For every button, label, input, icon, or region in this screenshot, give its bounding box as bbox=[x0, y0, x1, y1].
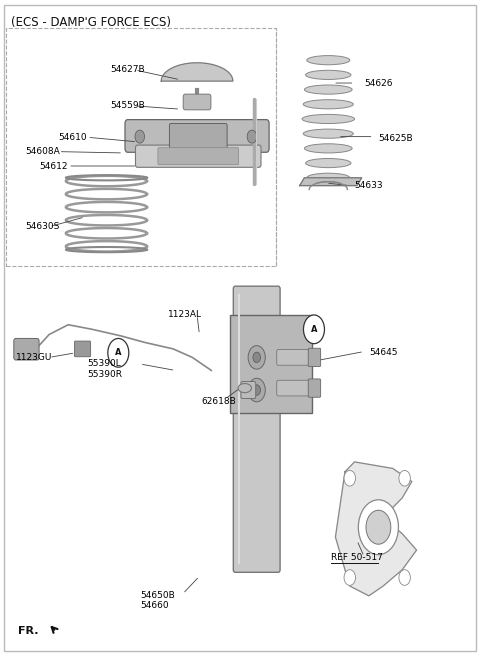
FancyBboxPatch shape bbox=[169, 123, 227, 148]
Ellipse shape bbox=[303, 100, 353, 109]
Text: 54630S: 54630S bbox=[25, 222, 60, 232]
Text: FR.: FR. bbox=[18, 626, 38, 636]
Ellipse shape bbox=[303, 129, 353, 138]
FancyBboxPatch shape bbox=[183, 94, 211, 110]
Text: 54610: 54610 bbox=[59, 133, 87, 142]
Ellipse shape bbox=[304, 144, 352, 153]
Text: (ECS - DAMP'G FORCE ECS): (ECS - DAMP'G FORCE ECS) bbox=[11, 16, 171, 29]
Text: 55390L
55390R: 55390L 55390R bbox=[87, 359, 122, 379]
Text: A: A bbox=[311, 325, 317, 334]
Text: 62618B: 62618B bbox=[202, 397, 237, 405]
FancyBboxPatch shape bbox=[277, 350, 315, 365]
Circle shape bbox=[253, 352, 261, 363]
Text: 54650B
54660: 54650B 54660 bbox=[140, 590, 175, 610]
Circle shape bbox=[108, 338, 129, 367]
Circle shape bbox=[247, 130, 257, 143]
Text: 54625B: 54625B bbox=[378, 134, 413, 143]
FancyBboxPatch shape bbox=[233, 286, 280, 572]
FancyBboxPatch shape bbox=[308, 379, 321, 398]
FancyBboxPatch shape bbox=[74, 341, 91, 357]
Text: 54559B: 54559B bbox=[110, 102, 144, 110]
Polygon shape bbox=[161, 63, 233, 81]
Circle shape bbox=[344, 470, 356, 486]
Text: 54612: 54612 bbox=[40, 161, 68, 171]
Text: 1123GU: 1123GU bbox=[16, 353, 52, 362]
Ellipse shape bbox=[302, 114, 355, 123]
Ellipse shape bbox=[304, 85, 352, 94]
Circle shape bbox=[366, 510, 391, 544]
Circle shape bbox=[248, 346, 265, 369]
Text: 1123AL: 1123AL bbox=[168, 310, 203, 319]
Ellipse shape bbox=[307, 56, 350, 65]
Ellipse shape bbox=[306, 159, 351, 168]
Polygon shape bbox=[300, 178, 362, 186]
Text: 54633: 54633 bbox=[355, 181, 383, 190]
Text: REF 50-517: REF 50-517 bbox=[331, 554, 383, 562]
Ellipse shape bbox=[307, 173, 350, 182]
Circle shape bbox=[399, 569, 410, 585]
Circle shape bbox=[399, 470, 410, 486]
FancyBboxPatch shape bbox=[158, 148, 239, 165]
Ellipse shape bbox=[306, 70, 351, 79]
Ellipse shape bbox=[238, 384, 252, 393]
Circle shape bbox=[359, 500, 398, 555]
Circle shape bbox=[135, 130, 144, 143]
FancyBboxPatch shape bbox=[229, 315, 312, 413]
FancyBboxPatch shape bbox=[308, 348, 321, 367]
FancyBboxPatch shape bbox=[135, 145, 261, 167]
Polygon shape bbox=[336, 462, 417, 596]
Text: 54608A: 54608A bbox=[25, 147, 60, 156]
Text: 54645: 54645 bbox=[369, 348, 397, 358]
Circle shape bbox=[303, 315, 324, 344]
FancyBboxPatch shape bbox=[241, 382, 256, 399]
Bar bbox=[6, 28, 276, 266]
Text: 54627B: 54627B bbox=[110, 66, 144, 75]
FancyBboxPatch shape bbox=[277, 380, 315, 396]
Circle shape bbox=[248, 379, 265, 402]
Circle shape bbox=[253, 385, 261, 396]
Text: A: A bbox=[115, 348, 121, 358]
FancyBboxPatch shape bbox=[14, 338, 39, 360]
FancyBboxPatch shape bbox=[125, 119, 269, 152]
Text: 54626: 54626 bbox=[364, 79, 393, 87]
Circle shape bbox=[344, 569, 356, 585]
